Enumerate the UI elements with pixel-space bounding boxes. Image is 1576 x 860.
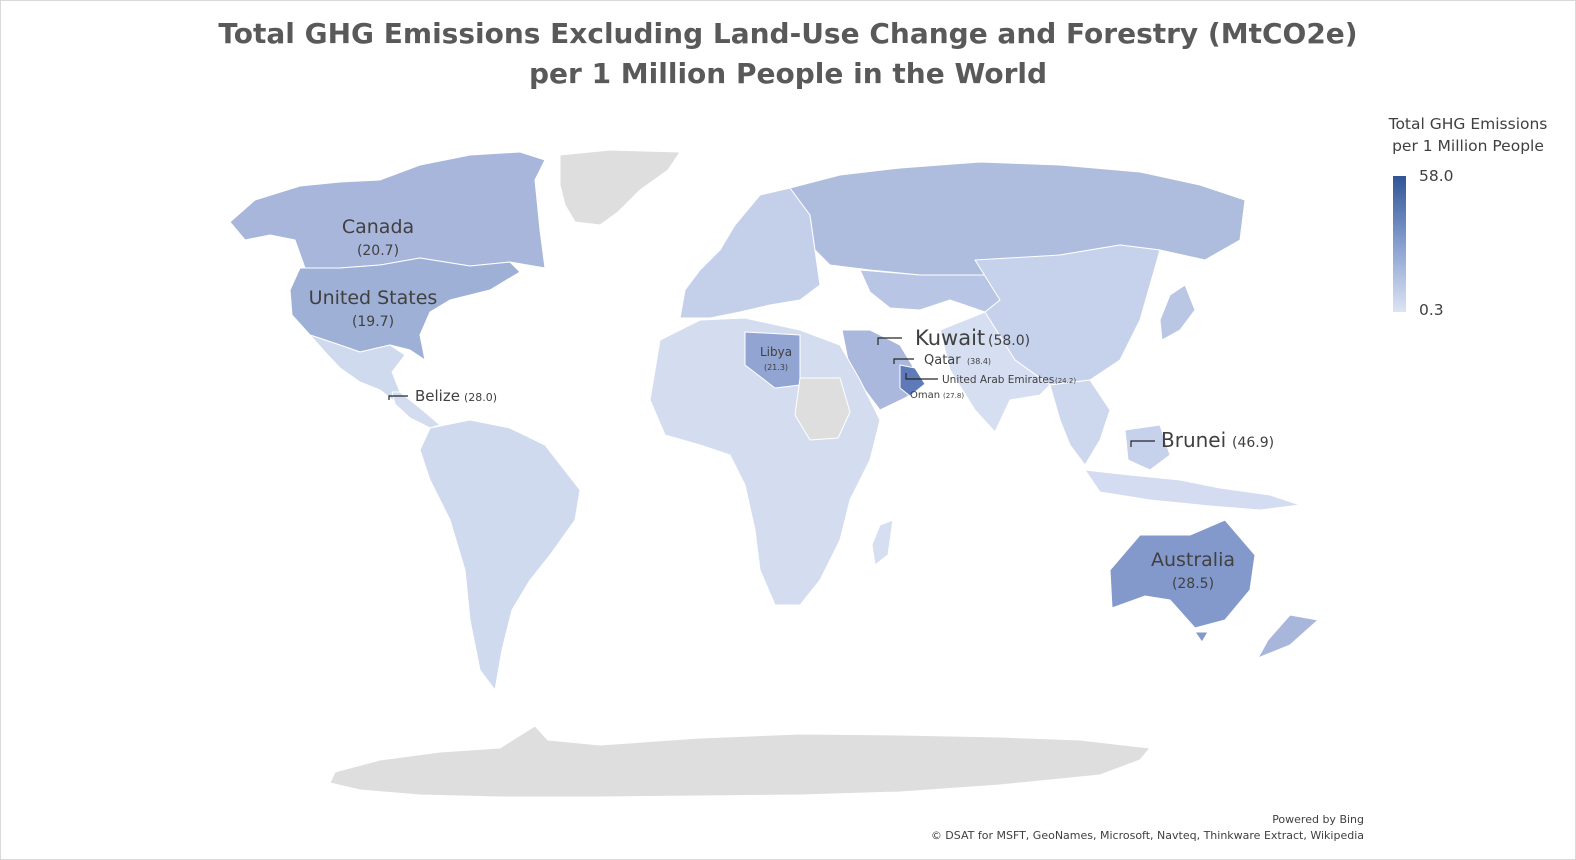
map-title-line-1: Total GHG Emissions Excluding Land-Use C… bbox=[218, 17, 1358, 50]
leader-line-belize bbox=[388, 395, 408, 400]
region-russia bbox=[789, 161, 1246, 276]
region-australia bbox=[1109, 519, 1256, 629]
label-canada-name: Canada bbox=[342, 216, 414, 238]
region-europe bbox=[679, 187, 821, 319]
legend-max-value: 58.0 bbox=[1419, 167, 1454, 185]
region-canada bbox=[229, 151, 546, 269]
region-borneo-philippines bbox=[1124, 424, 1171, 471]
leader-lines bbox=[388, 337, 1155, 447]
leader-line-uae bbox=[905, 373, 938, 380]
region-madagascar bbox=[871, 519, 894, 566]
region-indonesia bbox=[1084, 469, 1301, 511]
region-new-zealand bbox=[1257, 614, 1319, 659]
map-title: Total GHG Emissions Excluding Land-Use C… bbox=[0, 14, 1576, 94]
label-qatar-value: (38.4) bbox=[967, 357, 991, 366]
attribution-text: © DSAT for MSFT, GeoNames, Microsoft, Na… bbox=[930, 829, 1364, 842]
label-libya-name: Libya bbox=[760, 345, 792, 359]
label-oman-name: Oman bbox=[910, 390, 940, 401]
map-credits: Powered by Bing © DSAT for MSFT, GeoName… bbox=[931, 812, 1364, 844]
region-central-asia bbox=[859, 269, 1001, 313]
legend-title-line-1: Total GHG Emissions bbox=[1388, 115, 1548, 133]
legend-min-value: 0.3 bbox=[1419, 301, 1444, 319]
label-belize-name: Belize bbox=[415, 387, 460, 405]
label-belize-value: (28.0) bbox=[464, 391, 497, 404]
legend-title: Total GHG Emissions per 1 Million People bbox=[1378, 113, 1558, 157]
legend-title-line-2: per 1 Million People bbox=[1392, 137, 1544, 155]
region-libya bbox=[744, 331, 801, 389]
region-south-america bbox=[419, 419, 581, 691]
region-antarctica bbox=[329, 725, 1151, 798]
label-australia-value: (28.5) bbox=[1172, 576, 1214, 592]
label-uae-name: United Arab Emirates bbox=[942, 374, 1054, 386]
leader-line-qatar bbox=[893, 358, 914, 364]
region-southeast-asia bbox=[1049, 379, 1111, 466]
label-kuwait-name: Kuwait bbox=[915, 326, 985, 350]
region-tasmania bbox=[1194, 631, 1209, 643]
region-greenland bbox=[559, 149, 681, 226]
label-australia-name: Australia bbox=[1151, 549, 1235, 571]
label-brunei-name: Brunei bbox=[1161, 428, 1226, 452]
leader-line-kuwait bbox=[877, 337, 902, 345]
label-brunei-value: (46.9) bbox=[1232, 435, 1274, 451]
map-title-line-2: per 1 Million People in the World bbox=[528, 57, 1048, 90]
label-uae-value: (24.2) bbox=[1055, 377, 1076, 385]
label-oman-value: (27.8) bbox=[943, 392, 964, 400]
label-qatar-name: Qatar bbox=[924, 353, 961, 368]
region-japan bbox=[1159, 284, 1196, 341]
label-kuwait-value: (58.0) bbox=[988, 333, 1030, 349]
region-sudan bbox=[794, 377, 851, 441]
leader-line-brunei bbox=[1130, 440, 1155, 447]
legend-color-scale bbox=[1393, 176, 1406, 312]
label-united-states-value: (19.7) bbox=[352, 314, 394, 330]
region-south-asia bbox=[939, 311, 1051, 433]
label-canada-value: (20.7) bbox=[357, 243, 399, 259]
powered-by-text: Powered by Bing bbox=[1272, 813, 1364, 826]
label-libya-value: (21.3) bbox=[764, 363, 788, 372]
region-oman-uae bbox=[899, 364, 926, 397]
label-united-states-name: United States bbox=[309, 287, 438, 309]
